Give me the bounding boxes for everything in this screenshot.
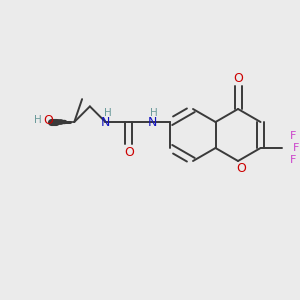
Text: O: O: [233, 72, 243, 85]
Text: F: F: [290, 131, 296, 141]
Text: F: F: [293, 143, 299, 153]
Text: O: O: [124, 146, 134, 159]
Text: H: H: [34, 115, 41, 125]
Text: F: F: [290, 155, 296, 165]
Text: N: N: [148, 116, 157, 128]
Text: O: O: [236, 163, 246, 176]
Text: H: H: [150, 108, 158, 118]
Text: O: O: [44, 113, 53, 127]
Text: H: H: [103, 108, 111, 118]
Text: N: N: [101, 116, 110, 128]
